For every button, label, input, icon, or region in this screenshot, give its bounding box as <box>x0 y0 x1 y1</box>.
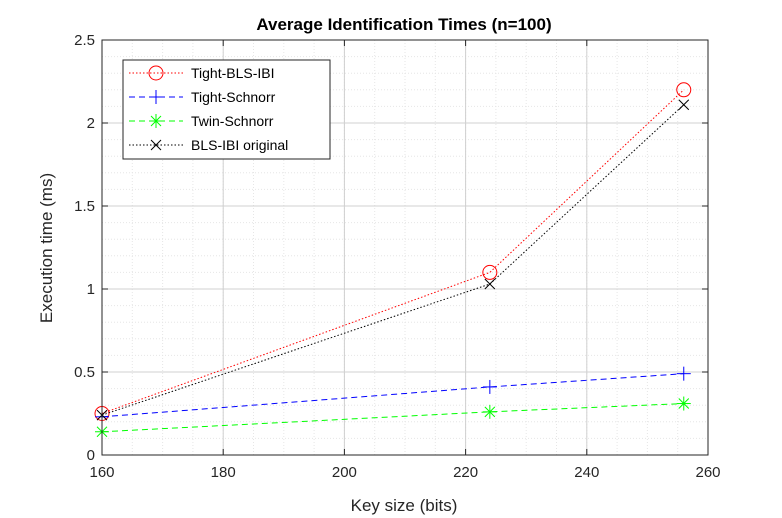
legend-item: BLS-IBI original <box>129 137 288 153</box>
data-point <box>482 404 497 419</box>
legend-item: Twin-Schnorr <box>129 113 274 129</box>
marker-circle <box>676 82 692 98</box>
chart-title: Average Identification Times (n=100) <box>256 15 551 34</box>
marker-stroke <box>678 99 690 111</box>
y-tick-label: 0 <box>87 447 95 464</box>
legend-label: Tight-Schnorr <box>191 89 276 105</box>
y-axis-label: Execution time (ms) <box>37 173 56 323</box>
legend-marker <box>150 139 162 151</box>
marker-stroke <box>150 115 162 127</box>
data-point <box>482 264 498 280</box>
marker-stroke <box>484 278 496 290</box>
marker-stroke <box>678 398 690 409</box>
legend-box <box>122 59 331 160</box>
x-tick-label: 240 <box>574 464 599 481</box>
legend-marker <box>148 65 164 81</box>
marker-stroke <box>150 139 162 151</box>
x-tick-label: 260 <box>695 464 720 481</box>
legend-label: Twin-Schnorr <box>191 113 274 129</box>
plot-frame <box>101 39 709 456</box>
legend-label: Tight-BLS-IBI <box>191 65 275 81</box>
series-line <box>101 104 685 416</box>
marker-circle <box>148 65 164 81</box>
data-point <box>484 278 496 290</box>
y-tick-label: 0.5 <box>74 364 95 381</box>
legend-marker <box>149 90 163 104</box>
marker-circle <box>482 264 498 280</box>
y-tick-label: 2 <box>87 115 95 132</box>
x-tick-label: 160 <box>89 464 114 481</box>
series-line <box>101 403 684 433</box>
legend-item: Tight-Schnorr <box>129 89 276 105</box>
legend-item: Tight-BLS-IBI <box>129 65 275 81</box>
legend: Tight-BLS-IBI Tight-Schnorr Twin-Schnorr BL… <box>122 59 331 160</box>
data-point <box>678 99 690 111</box>
legend-label: BLS-IBI original <box>191 137 288 153</box>
data-point <box>676 82 692 98</box>
series-Tight-Schnorr <box>95 366 691 424</box>
x-tick-label: 200 <box>332 464 357 481</box>
x-tick-label: 220 <box>453 464 478 481</box>
series-Twin-Schnorr <box>95 396 691 439</box>
x-tick-label: 180 <box>211 464 236 481</box>
series-line <box>101 373 684 418</box>
ticks: 160 180 200 220 240 260 0 0.5 1 1.5 2 2.5 <box>74 32 720 481</box>
marker-stroke <box>484 406 496 418</box>
legend-marker <box>149 114 163 128</box>
data-point <box>482 379 497 394</box>
series-line <box>101 89 685 414</box>
y-tick-label: 2.5 <box>74 32 95 49</box>
data-point <box>676 366 691 381</box>
data-point <box>676 396 691 411</box>
x-axis-label: Key size (bits) <box>351 496 458 515</box>
y-tick-label: 1 <box>87 281 95 298</box>
y-tick-label: 1.5 <box>74 198 95 215</box>
